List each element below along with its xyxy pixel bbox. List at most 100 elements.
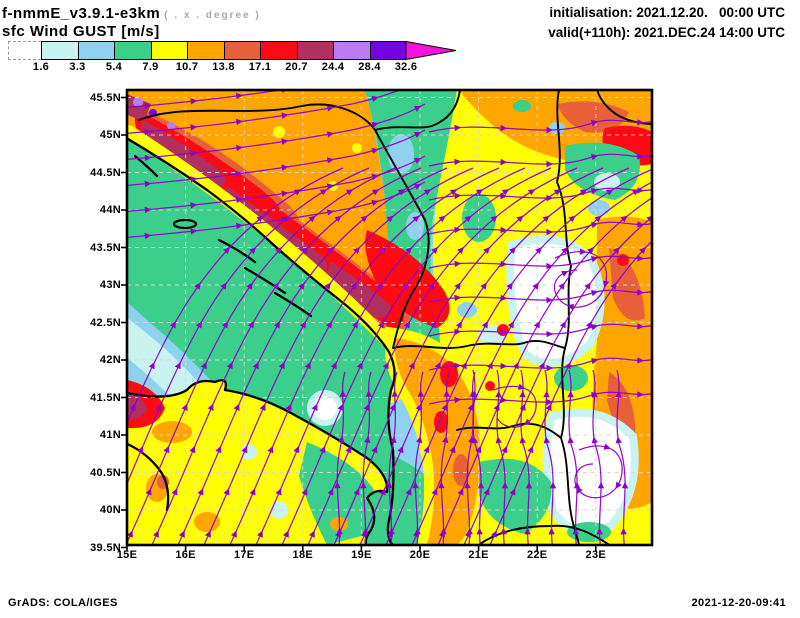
streamline-arrowhead <box>639 247 646 255</box>
streamline-arrowhead <box>501 189 510 196</box>
streamline-arrowhead <box>500 328 508 336</box>
streamline-arrowhead <box>486 361 493 370</box>
streamline-arrowhead <box>334 215 342 223</box>
streamline-arrowhead <box>403 321 410 329</box>
lat-tick-label: 43.5N <box>90 241 121 254</box>
streamline-arrowhead <box>235 196 243 204</box>
streamline-arrowhead <box>181 403 188 411</box>
streamline-arrowhead <box>501 481 509 489</box>
streamline <box>203 167 474 545</box>
streamline <box>127 90 285 108</box>
streamline-arrowhead <box>301 247 308 255</box>
streamline-arrowhead <box>500 527 507 535</box>
streamline-arrowhead <box>360 481 367 489</box>
streamline-arrowhead <box>546 296 554 304</box>
streamline-arrowhead <box>637 221 644 228</box>
streamline-arrowhead <box>336 527 343 535</box>
streamline-arrowhead <box>533 321 540 329</box>
colorbar-box <box>77 41 114 60</box>
streamline <box>229 167 500 545</box>
streamline-arrowhead <box>144 102 152 110</box>
streamline-arrowhead <box>273 321 280 329</box>
streamline-arrowhead <box>429 321 436 329</box>
streamline-arrowhead <box>405 488 412 496</box>
streamline-arrowhead <box>390 435 397 443</box>
streamline-arrowhead <box>197 488 204 496</box>
streamline-arrowhead <box>326 157 334 164</box>
streamline-arrowhead <box>415 403 422 411</box>
lon-tick-label: 19E <box>351 549 372 561</box>
streamline-layer <box>115 90 665 545</box>
streamline-arrowhead <box>637 187 644 194</box>
streamline-arrowhead <box>493 403 500 411</box>
colorbar-box <box>187 41 224 60</box>
streamline-arrowhead <box>591 436 598 444</box>
streamline-arrowhead <box>397 445 404 454</box>
streamline-arrowhead <box>386 215 394 223</box>
colorbar <box>8 41 460 60</box>
streamline-arrowhead <box>386 481 393 489</box>
streamline-arrowhead <box>590 222 599 229</box>
streamline-arrowhead <box>371 189 380 196</box>
streamline-arrowhead <box>298 282 305 290</box>
streamline-arrowhead <box>523 418 532 426</box>
streamline-arrowhead <box>345 445 352 454</box>
streamline-arrowhead <box>144 232 152 240</box>
lat-tick-label: 39.5N <box>90 541 121 554</box>
streamline <box>574 445 623 499</box>
streamline-arrowhead <box>549 481 557 489</box>
streamline-arrowhead <box>454 328 462 336</box>
colorbar-level-label: 13.8 <box>212 61 235 73</box>
colorbar-level-label: 10.7 <box>175 61 199 73</box>
streamline-arrowhead <box>377 321 384 329</box>
streamline-arrowhead <box>620 215 628 223</box>
streamline-arrowhead <box>454 260 462 268</box>
streamline-arrowhead <box>327 247 334 255</box>
streamline <box>385 168 652 545</box>
streamline-arrowhead <box>405 247 412 255</box>
streamline-arrowhead <box>144 128 152 136</box>
streamline-arrowhead <box>480 282 487 290</box>
creation-timestamp: 2021-12-20-09:41 <box>691 597 786 609</box>
streamline-arrowhead <box>658 187 665 196</box>
streamline <box>151 167 422 545</box>
streamline-arrowhead <box>235 222 243 230</box>
colorbar-level-label: 17.1 <box>248 61 272 73</box>
streamline-arrowhead <box>477 481 485 489</box>
streamline-arrowhead <box>441 403 448 411</box>
streamline-arrowhead <box>553 189 562 196</box>
streamline-arrowhead <box>500 158 508 166</box>
graticule-gridlines <box>127 90 652 545</box>
streamline-arrowhead <box>506 282 513 290</box>
streamline-arrowhead <box>402 282 409 290</box>
streamline-arrowhead <box>417 390 424 397</box>
streamline-arrowhead <box>414 527 421 535</box>
streamline <box>333 167 604 545</box>
streamline-arrowhead <box>195 321 202 329</box>
streamline-arrowhead <box>519 390 526 398</box>
streamline-arrowhead <box>379 247 386 255</box>
streamline <box>127 167 344 425</box>
streamline-arrowhead <box>500 294 508 302</box>
streamline-arrowhead <box>356 361 363 370</box>
streamline-arrowhead <box>454 158 462 166</box>
coastline-border-layer <box>127 90 652 545</box>
streamline-arrowhead <box>311 403 318 411</box>
streamline-arrowhead <box>449 189 458 196</box>
streamline-arrowhead <box>282 530 289 538</box>
streamline-arrowhead <box>221 321 228 329</box>
streamline <box>428 255 652 269</box>
streamline <box>255 167 526 545</box>
streamline-arrowhead <box>275 488 282 496</box>
streamline-arrowhead <box>567 436 574 444</box>
streamline-arrowhead <box>524 527 531 535</box>
streamline-arrowhead <box>543 390 550 398</box>
streamline-arrowhead <box>615 390 622 398</box>
streamline-arrowhead <box>558 282 565 290</box>
streamline-arrowhead <box>397 189 406 196</box>
streamline-arrowhead <box>490 530 497 538</box>
streamline-arrowhead <box>278 361 285 370</box>
streamline-arrowhead <box>501 445 508 454</box>
streamline-arrowhead <box>189 445 196 454</box>
streamline-arrowhead <box>115 445 120 454</box>
